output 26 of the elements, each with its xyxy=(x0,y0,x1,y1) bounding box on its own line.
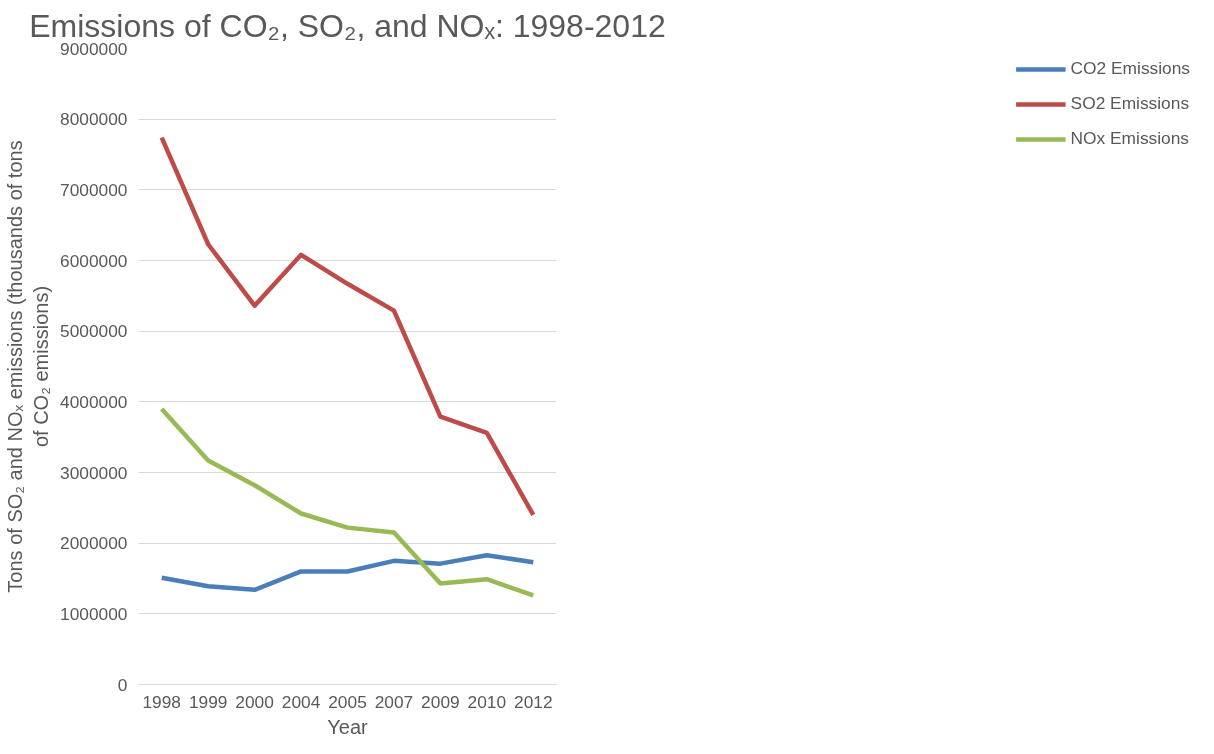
y-tick-label: 8000000 xyxy=(60,109,128,130)
y-tick-label: 7000000 xyxy=(60,179,128,200)
x-tick-label: 2009 xyxy=(421,691,460,712)
x-tick-label: 2007 xyxy=(374,691,414,712)
x-tick-label: 2012 xyxy=(514,691,553,712)
y-tick-label: 3000000 xyxy=(60,462,128,483)
legend-label: NOx Emissions xyxy=(1070,128,1190,149)
legend-label: SO2 Emissions xyxy=(1070,93,1190,114)
x-tick-label: 1999 xyxy=(188,691,228,712)
line-series xyxy=(159,135,536,518)
y-tick-label: 4000000 xyxy=(60,391,128,412)
y-tick-label: 2000000 xyxy=(60,533,128,554)
x-tick-label: 2005 xyxy=(328,691,367,712)
y-tick-label: 5000000 xyxy=(60,321,128,342)
y-tick-label: 1000000 xyxy=(60,603,128,624)
x-tick-label: 1998 xyxy=(142,691,182,712)
x-tick-label: 2010 xyxy=(467,691,507,712)
x-tick-label: 2004 xyxy=(281,691,321,712)
y-tick-label: 0 xyxy=(117,674,128,695)
line-series xyxy=(159,406,536,598)
legend-label: CO2 Emissions xyxy=(1070,58,1190,79)
x-axis-title: Year xyxy=(327,715,369,738)
line-series xyxy=(159,552,536,593)
x-tick-label: 2000 xyxy=(235,691,274,712)
y-axis-title: Tons of SO₂ and NOₓ emissions (thousands of tons of CO₂ emissions) xyxy=(3,140,53,593)
y-tick-label: 6000000 xyxy=(60,250,128,271)
